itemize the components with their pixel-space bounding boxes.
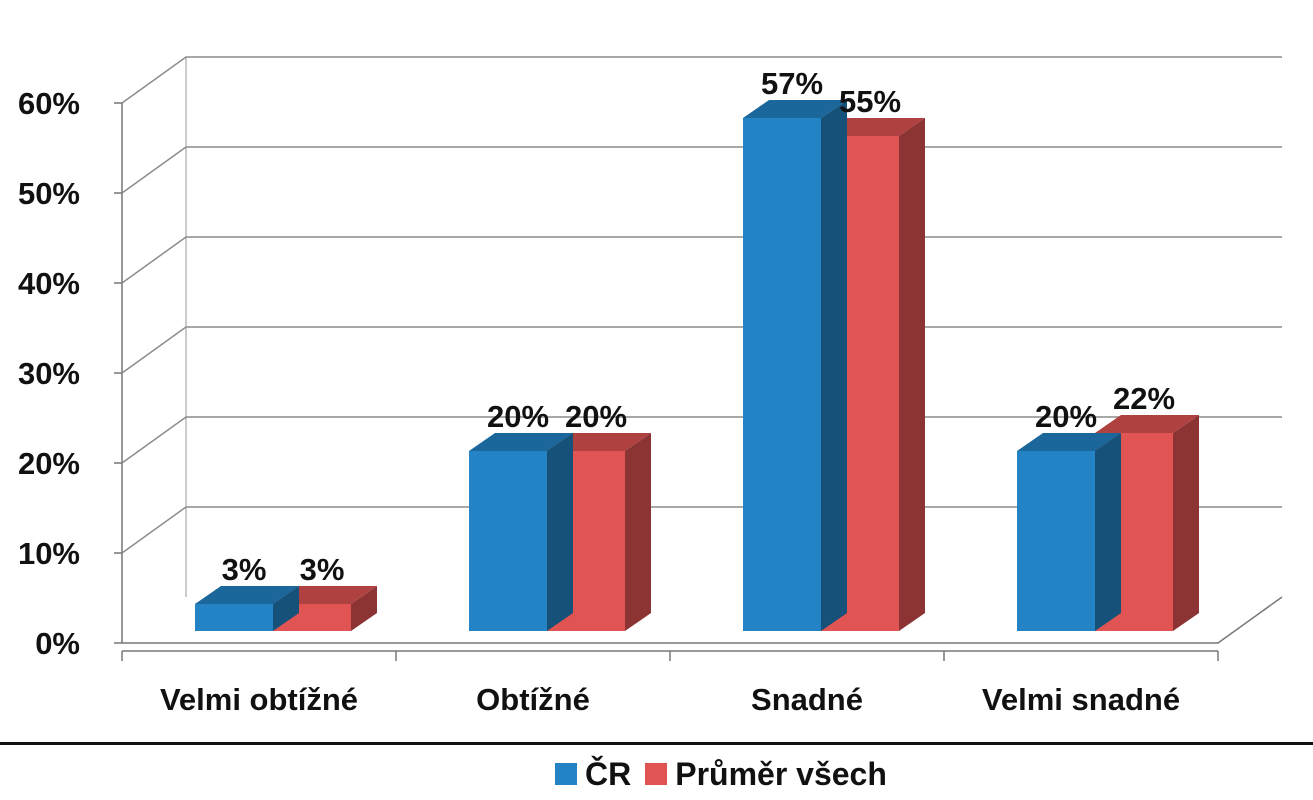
- y-tick-label: 50%: [18, 176, 80, 211]
- gridline: [121, 56, 1282, 104]
- bar-front: [195, 604, 273, 631]
- x-tick-label: Velmi snadné: [982, 682, 1180, 717]
- bar-top: [1017, 433, 1121, 451]
- y-tick-label: 10%: [18, 536, 80, 571]
- x-tick-label: Snadné: [751, 682, 863, 717]
- bar-side: [1095, 433, 1121, 631]
- bar-front: [743, 118, 821, 631]
- x-tick-label: Velmi obtížné: [160, 682, 358, 717]
- bar-side: [625, 433, 651, 631]
- bar-top: [195, 586, 299, 604]
- bar: [469, 433, 573, 631]
- legend: ČR Průměr všech: [555, 752, 901, 796]
- y-axis-ticks: 0% 10% 20% 30% 40% 50% 60%: [18, 86, 122, 661]
- legend-swatch-average: [645, 763, 668, 785]
- y-tick-label: 60%: [18, 86, 80, 121]
- bar-front: [469, 451, 547, 631]
- legend-label-average: Průměr všech: [675, 755, 887, 792]
- data-label: 3%: [300, 552, 345, 587]
- data-label: 55%: [839, 84, 901, 119]
- gridline: [121, 326, 1282, 374]
- x-tick-label: Obtížné: [476, 682, 590, 717]
- bar-side: [273, 586, 299, 631]
- legend-swatch-cr: [555, 763, 577, 785]
- data-label: 22%: [1113, 381, 1175, 416]
- legend-item-average: Průměr všech: [645, 756, 887, 793]
- bar-side: [351, 586, 377, 631]
- data-label: 57%: [761, 66, 823, 101]
- data-label: 3%: [222, 552, 267, 587]
- gridline: [121, 146, 1282, 194]
- bar-side: [1173, 415, 1199, 631]
- legend-item-cr: ČR: [555, 756, 631, 793]
- bar: [743, 100, 847, 631]
- data-label: 20%: [565, 399, 627, 434]
- data-labels: 3% 3% 20% 20% 55% 57% 22% 20%: [222, 66, 1175, 587]
- legend-divider: [0, 742, 1313, 745]
- bar-top: [743, 100, 847, 118]
- gridlines: [121, 56, 1282, 554]
- data-label: 20%: [487, 399, 549, 434]
- bar-side: [821, 100, 847, 631]
- bar: [195, 586, 299, 631]
- data-label: 20%: [1035, 399, 1097, 434]
- floor-edge: [122, 596, 1283, 644]
- bar-side: [547, 433, 573, 631]
- bar-side: [899, 118, 925, 631]
- legend-label-cr: ČR: [585, 755, 632, 792]
- bar-top: [1095, 415, 1199, 433]
- y-tick-label: 30%: [18, 356, 80, 391]
- y-tick-label: 20%: [18, 446, 80, 481]
- y-tick-label: 40%: [18, 266, 80, 301]
- x-axis: Velmi obtížné Obtížné Snadné Velmi snadné: [121, 650, 1219, 717]
- bar-front: [1017, 451, 1095, 631]
- bars: [195, 100, 1199, 631]
- gridline: [121, 236, 1282, 284]
- bar-top: [469, 433, 573, 451]
- bar: [1017, 433, 1121, 631]
- y-tick-label: 0%: [35, 626, 80, 661]
